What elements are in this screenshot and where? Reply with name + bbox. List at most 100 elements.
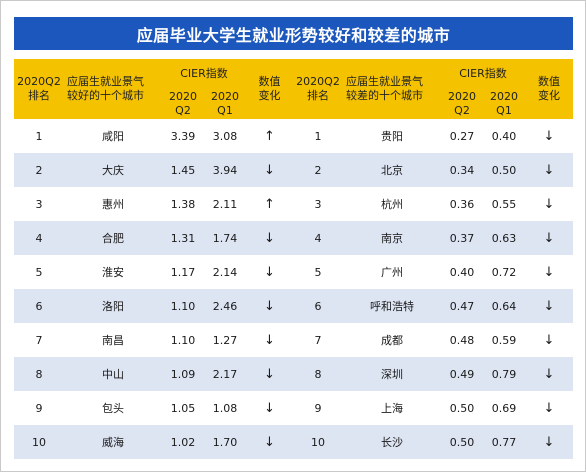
bad-q2-cell: 0.50 — [441, 391, 483, 425]
table-row: 7 南昌 1.10 1.27 ↓ 7 成都 0.48 0.59 ↓ — [14, 323, 573, 357]
good-city-cell: 包头 — [64, 391, 162, 425]
rank-cell: 5 — [14, 255, 64, 289]
bad-city-cell: 成都 — [343, 323, 441, 357]
good-city-cell: 淮安 — [64, 255, 162, 289]
bad-change-icon: ↓ — [525, 425, 573, 459]
rank-b-cell: 2 — [293, 153, 343, 187]
good-q1-cell: 2.17 — [204, 357, 246, 391]
rank-cell: 10 — [14, 425, 64, 459]
q1-header-good-text: 2020 Q1 — [211, 90, 239, 117]
bad-q1-cell: 0.64 — [483, 289, 525, 323]
q2-header-good-text: 2020 Q2 — [169, 90, 197, 117]
bad-q2-cell: 0.49 — [441, 357, 483, 391]
good-q1-cell: 2.11 — [204, 187, 246, 221]
rank-b-cell: 6 — [293, 289, 343, 323]
bad-city-cell: 杭州 — [343, 187, 441, 221]
rank-cell: 6 — [14, 289, 64, 323]
bad-city-header-text: 应届生就业景气 较差的十个城市 — [346, 75, 423, 102]
good-city-cell: 南昌 — [64, 323, 162, 357]
good-change-icon: ↓ — [246, 289, 293, 323]
bad-q1-cell: 0.50 — [483, 153, 525, 187]
bad-q2-cell: 0.40 — [441, 255, 483, 289]
bad-city-cell: 南京 — [343, 221, 441, 255]
table-row: 6 洛阳 1.10 2.46 ↓ 6 呼和浩特 0.47 0.64 ↓ — [14, 289, 573, 323]
rank-cell: 8 — [14, 357, 64, 391]
bad-q2-cell: 0.48 — [441, 323, 483, 357]
q2-header-bad: 2020 Q2 — [441, 89, 483, 119]
good-q2-cell: 1.45 — [162, 153, 204, 187]
bad-q1-cell: 0.79 — [483, 357, 525, 391]
rank-b-cell: 4 — [293, 221, 343, 255]
good-city-header: 应届生就业景气 较好的十个城市 — [64, 59, 162, 119]
bad-city-cell: 贵阳 — [343, 119, 441, 153]
q2-header-good: 2020 Q2 — [162, 89, 204, 119]
page-title: 应届毕业大学生就业形势较好和较差的城市 — [14, 17, 573, 50]
bad-q1-cell: 0.63 — [483, 221, 525, 255]
good-change-icon: ↓ — [246, 425, 293, 459]
good-q1-cell: 3.08 — [204, 119, 246, 153]
good-change-icon: ↓ — [246, 153, 293, 187]
good-city-cell: 合肥 — [64, 221, 162, 255]
table-row: 5 淮安 1.17 2.14 ↓ 5 广州 0.40 0.72 ↓ — [14, 255, 573, 289]
table-row: 8 中山 1.09 2.17 ↓ 8 深圳 0.49 0.79 ↓ — [14, 357, 573, 391]
rank-header-b-text: 2020Q2 排名 — [296, 75, 340, 102]
rank-header-text: 2020Q2 排名 — [17, 75, 61, 102]
good-q1-cell: 1.08 — [204, 391, 246, 425]
rank-b-cell: 9 — [293, 391, 343, 425]
bad-change-icon: ↓ — [525, 289, 573, 323]
good-q1-cell: 3.94 — [204, 153, 246, 187]
good-change-icon: ↓ — [246, 255, 293, 289]
bad-q1-cell: 0.40 — [483, 119, 525, 153]
good-q2-cell: 3.39 — [162, 119, 204, 153]
good-q2-cell: 1.02 — [162, 425, 204, 459]
good-q2-cell: 1.31 — [162, 221, 204, 255]
bad-change-icon: ↓ — [525, 255, 573, 289]
rank-cell: 3 — [14, 187, 64, 221]
good-q2-cell: 1.09 — [162, 357, 204, 391]
good-city-cell: 大庆 — [64, 153, 162, 187]
rank-b-cell: 3 — [293, 187, 343, 221]
rank-cell: 2 — [14, 153, 64, 187]
bad-city-cell: 上海 — [343, 391, 441, 425]
good-q1-cell: 1.74 — [204, 221, 246, 255]
table-row: 9 包头 1.05 1.08 ↓ 9 上海 0.50 0.69 ↓ — [14, 391, 573, 425]
bad-q2-cell: 0.47 — [441, 289, 483, 323]
good-change-icon: ↑ — [246, 187, 293, 221]
table-row: 4 合肥 1.31 1.74 ↓ 4 南京 0.37 0.63 ↓ — [14, 221, 573, 255]
good-city-cell: 洛阳 — [64, 289, 162, 323]
bad-city-cell: 呼和浩特 — [343, 289, 441, 323]
bad-change-icon: ↓ — [525, 391, 573, 425]
good-city-cell: 中山 — [64, 357, 162, 391]
good-change-icon: ↑ — [246, 119, 293, 153]
rank-b-cell: 5 — [293, 255, 343, 289]
good-q2-cell: 1.10 — [162, 289, 204, 323]
table-row: 1 咸阳 3.39 3.08 ↑ 1 贵阳 0.27 0.40 ↓ — [14, 119, 573, 153]
city-table: 2020Q2 排名 应届生就业景气 较好的十个城市 CIER指数 数值 变化 2… — [14, 59, 573, 459]
q1-header-good: 2020 Q1 — [204, 89, 246, 119]
good-q1-cell: 2.46 — [204, 289, 246, 323]
rank-b-cell: 1 — [293, 119, 343, 153]
q1-header-bad-text: 2020 Q1 — [490, 90, 518, 117]
rank-header: 2020Q2 排名 — [14, 59, 64, 119]
rank-header-b: 2020Q2 排名 — [293, 59, 343, 119]
rank-cell: 4 — [14, 221, 64, 255]
bad-q2-cell: 0.34 — [441, 153, 483, 187]
rank-cell: 1 — [14, 119, 64, 153]
q1-header-bad: 2020 Q1 — [483, 89, 525, 119]
q2-header-bad-text: 2020 Q2 — [448, 90, 476, 117]
rank-b-cell: 8 — [293, 357, 343, 391]
change-header-good: 数值 变化 — [246, 59, 293, 119]
bad-q1-cell: 0.72 — [483, 255, 525, 289]
table-row: 10 威海 1.02 1.70 ↓ 10 长沙 0.50 0.77 ↓ — [14, 425, 573, 459]
bad-change-icon: ↓ — [525, 153, 573, 187]
bad-q2-cell: 0.37 — [441, 221, 483, 255]
change-header-good-text: 数值 变化 — [258, 75, 281, 102]
good-q1-cell: 1.70 — [204, 425, 246, 459]
table-row: 2 大庆 1.45 3.94 ↓ 2 北京 0.34 0.50 ↓ — [14, 153, 573, 187]
good-q2-cell: 1.10 — [162, 323, 204, 357]
change-header-bad-text: 数值 变化 — [538, 75, 560, 102]
good-change-icon: ↓ — [246, 391, 293, 425]
good-city-header-text: 应届生就业景气 较好的十个城市 — [67, 75, 144, 102]
cier-header-good: CIER指数 — [162, 59, 246, 89]
